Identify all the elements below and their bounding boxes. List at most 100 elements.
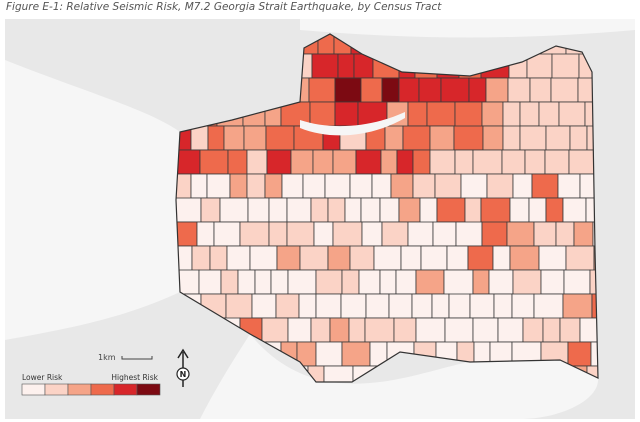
census-tract (264, 173, 283, 199)
census-tract (481, 221, 508, 247)
census-tract (467, 245, 494, 271)
census-tract (562, 197, 587, 223)
census-tract (286, 197, 312, 223)
census-tract (247, 197, 270, 223)
census-tract (488, 269, 514, 295)
census-tract (507, 77, 531, 103)
census-tract (313, 221, 334, 247)
census-tract (327, 197, 346, 223)
census-tract (431, 293, 450, 319)
census-tract (315, 341, 343, 367)
census-tract (312, 149, 334, 175)
census-tract (519, 101, 540, 127)
census-tract (358, 269, 381, 295)
census-tract (412, 149, 431, 175)
census-tract (412, 173, 436, 199)
census-tract (380, 149, 398, 175)
false-creek (300, 112, 405, 136)
census-tract (589, 269, 598, 295)
census-tract (591, 293, 598, 319)
census-tract (528, 197, 547, 223)
census-tract (249, 245, 278, 271)
census-tract (426, 101, 456, 127)
census-tract (315, 293, 342, 319)
census-tract (310, 317, 331, 343)
census-tract (251, 293, 277, 319)
census-tract (200, 197, 221, 223)
census-tract (349, 245, 375, 271)
census-tract (379, 197, 400, 223)
legend-low-label: Lower Risk (22, 373, 63, 382)
census-tract (393, 317, 417, 343)
census-tract (455, 221, 483, 247)
census-tract (448, 293, 471, 319)
legend-swatches (21, 383, 161, 396)
census-tract (287, 269, 317, 295)
census-tract (379, 269, 397, 295)
census-tract (365, 293, 390, 319)
census-tract (329, 317, 350, 343)
census-tract (542, 317, 561, 343)
census-tract (341, 341, 371, 367)
census-tract (239, 221, 270, 247)
census-tract (511, 293, 535, 319)
census-tract (390, 173, 414, 199)
census-tract (373, 245, 402, 271)
legend-high-label: Highest Risk (111, 373, 158, 382)
census-tract (223, 125, 245, 151)
census-tract (418, 77, 442, 103)
census-tract (481, 101, 504, 127)
census-tract (398, 197, 421, 223)
scale-bar (121, 356, 153, 360)
census-tract (310, 197, 329, 223)
city-outline (175, 33, 599, 383)
census-tract (446, 245, 469, 271)
census-tract (302, 173, 326, 199)
census-tract (522, 317, 544, 343)
census-tract (531, 173, 559, 199)
census-tract (502, 125, 521, 151)
census-tract (196, 221, 215, 247)
census-tract (308, 77, 336, 103)
census-tract (176, 197, 202, 223)
census-tract (469, 293, 495, 319)
census-tract (361, 221, 383, 247)
census-tract (207, 125, 225, 151)
figure-title: Figure E-1: Relative Seismic Risk, M7.2 … (6, 1, 442, 13)
census-tract (407, 221, 434, 247)
census-tract (396, 149, 414, 175)
census-tract (254, 269, 272, 295)
census-tract (557, 173, 581, 199)
census-tract (569, 125, 588, 151)
census-tract (501, 149, 526, 175)
census-tract (563, 269, 591, 295)
census-tract (344, 197, 362, 223)
census-tract (381, 221, 409, 247)
census-tract (415, 317, 446, 343)
census-tract (286, 221, 315, 247)
census-tract (407, 101, 428, 127)
census-tract (420, 245, 448, 271)
census-tract (540, 269, 565, 295)
census-tract (509, 245, 540, 271)
census-tract (261, 317, 289, 343)
census-tract (586, 125, 598, 151)
census-tract (402, 125, 431, 151)
census-tract (453, 125, 484, 151)
census-tract (411, 293, 433, 319)
census-tract (311, 53, 339, 79)
census-tract (299, 245, 329, 271)
north-arrow: N (176, 348, 190, 387)
census-tract (395, 269, 417, 295)
census-tract (567, 341, 592, 367)
scale-label: 1km (98, 353, 116, 362)
census-tract (509, 197, 530, 223)
census-tract (206, 173, 231, 199)
census-tract (246, 149, 268, 175)
census-tract (315, 269, 343, 295)
census-tract (555, 221, 575, 247)
census-tract (324, 173, 351, 199)
census-tract (550, 77, 579, 103)
